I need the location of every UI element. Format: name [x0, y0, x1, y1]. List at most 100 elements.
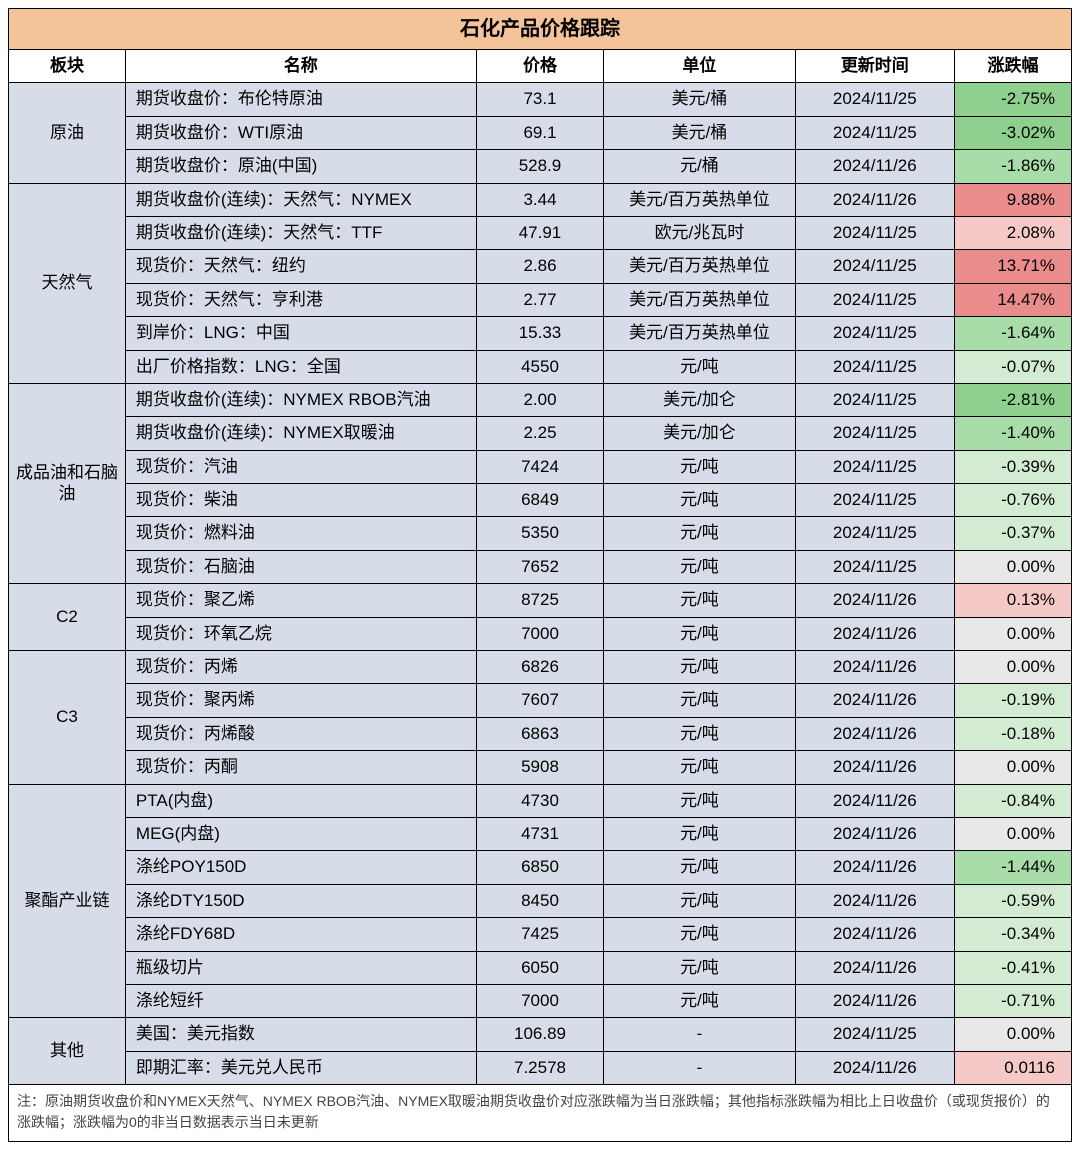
name-cell: MEG(内盘) [125, 817, 476, 850]
chg-cell: -0.71% [955, 984, 1072, 1017]
date-cell: 2024/11/26 [795, 717, 954, 750]
price-cell: 106.89 [476, 1018, 604, 1051]
unit-cell: 元/吨 [604, 651, 795, 684]
table-row: 现货价：天然气：亨利港2.77美元/百万英热单位2024/11/2514.47% [9, 283, 1072, 316]
table-row: 聚酯产业链PTA(内盘)4730元/吨2024/11/26-0.84% [9, 784, 1072, 817]
chg-cell: 0.00% [955, 751, 1072, 784]
price-cell: 7607 [476, 684, 604, 717]
sector-cell: 天然气 [9, 183, 126, 383]
unit-cell: 美元/百万英热单位 [604, 317, 795, 350]
col-date: 更新时间 [795, 50, 954, 83]
price-cell: 528.9 [476, 150, 604, 183]
chg-cell: -0.84% [955, 784, 1072, 817]
unit-cell: 元/吨 [604, 784, 795, 817]
price-cell: 8450 [476, 884, 604, 917]
chg-cell: -0.39% [955, 450, 1072, 483]
chg-cell: 0.13% [955, 584, 1072, 617]
name-cell: 现货价：环氧乙烷 [125, 617, 476, 650]
date-cell: 2024/11/26 [795, 651, 954, 684]
price-cell: 2.00 [476, 383, 604, 416]
name-cell: 现货价：汽油 [125, 450, 476, 483]
chg-cell: 0.00% [955, 817, 1072, 850]
unit-cell: 元/桶 [604, 150, 795, 183]
table-row: 涤纶FDY68D7425元/吨2024/11/26-0.34% [9, 918, 1072, 951]
table-row: 成品油和石脑油期货收盘价(连续)：NYMEX RBOB汽油2.00美元/加仑20… [9, 383, 1072, 416]
unit-cell: - [604, 1018, 795, 1051]
date-cell: 2024/11/26 [795, 784, 954, 817]
unit-cell: 元/吨 [604, 751, 795, 784]
sector-cell: C3 [9, 651, 126, 785]
chg-cell: -0.07% [955, 350, 1072, 383]
unit-cell: 美元/百万英热单位 [604, 283, 795, 316]
unit-cell: 欧元/兆瓦时 [604, 216, 795, 249]
name-cell: 现货价：丙烯 [125, 651, 476, 684]
name-cell: 期货收盘价(连续)：天然气：TTF [125, 216, 476, 249]
footnote: 注：原油期货收盘价和NYMEX天然气、NYMEX RBOB汽油、NYMEX取暖油… [8, 1085, 1072, 1142]
col-change: 涨跌幅 [955, 50, 1072, 83]
table-row: 现货价：聚丙烯7607元/吨2024/11/26-0.19% [9, 684, 1072, 717]
name-cell: 涤纶DTY150D [125, 884, 476, 917]
unit-cell: - [604, 1051, 795, 1084]
chg-cell: -2.75% [955, 83, 1072, 116]
chg-cell: 0.00% [955, 1018, 1072, 1051]
date-cell: 2024/11/25 [795, 383, 954, 416]
name-cell: 现货价：丙烯酸 [125, 717, 476, 750]
table-row: C2现货价：聚乙烯8725元/吨2024/11/260.13% [9, 584, 1072, 617]
chg-cell: 0.0116 [955, 1051, 1072, 1084]
table-row: 即期汇率：美元兑人民币7.2578-2024/11/260.0116 [9, 1051, 1072, 1084]
table-row: 现货价：天然气：纽约2.86美元/百万英热单位2024/11/2513.71% [9, 250, 1072, 283]
unit-cell: 元/吨 [604, 484, 795, 517]
date-cell: 2024/11/26 [795, 751, 954, 784]
col-sector: 板块 [9, 50, 126, 83]
chg-cell: -0.18% [955, 717, 1072, 750]
chg-cell: 0.00% [955, 550, 1072, 583]
unit-cell: 美元/桶 [604, 83, 795, 116]
date-cell: 2024/11/25 [795, 83, 954, 116]
unit-cell: 元/吨 [604, 617, 795, 650]
unit-cell: 美元/桶 [604, 116, 795, 149]
name-cell: 现货价：天然气：亨利港 [125, 283, 476, 316]
chg-cell: 0.00% [955, 651, 1072, 684]
chg-cell: -0.19% [955, 684, 1072, 717]
unit-cell: 元/吨 [604, 350, 795, 383]
table-row: 现货价：柴油6849元/吨2024/11/25-0.76% [9, 484, 1072, 517]
table-row: MEG(内盘)4731元/吨2024/11/260.00% [9, 817, 1072, 850]
date-cell: 2024/11/26 [795, 884, 954, 917]
table-row: C3现货价：丙烯6826元/吨2024/11/260.00% [9, 651, 1072, 684]
price-cell: 7000 [476, 984, 604, 1017]
table-row: 现货价：汽油7424元/吨2024/11/25-0.39% [9, 450, 1072, 483]
chg-cell: 13.71% [955, 250, 1072, 283]
table-row: 涤纶DTY150D8450元/吨2024/11/26-0.59% [9, 884, 1072, 917]
col-price: 价格 [476, 50, 604, 83]
price-cell: 5908 [476, 751, 604, 784]
date-cell: 2024/11/26 [795, 1051, 954, 1084]
price-cell: 4731 [476, 817, 604, 850]
name-cell: 现货价：聚丙烯 [125, 684, 476, 717]
date-cell: 2024/11/25 [795, 484, 954, 517]
name-cell: 现货价：聚乙烯 [125, 584, 476, 617]
unit-cell: 美元/百万英热单位 [604, 250, 795, 283]
name-cell: 瓶级切片 [125, 951, 476, 984]
date-cell: 2024/11/26 [795, 951, 954, 984]
price-cell: 73.1 [476, 83, 604, 116]
name-cell: 期货收盘价：WTI原油 [125, 116, 476, 149]
name-cell: 即期汇率：美元兑人民币 [125, 1051, 476, 1084]
unit-cell: 元/吨 [604, 550, 795, 583]
price-cell: 6050 [476, 951, 604, 984]
sector-cell: 成品油和石脑油 [9, 383, 126, 583]
name-cell: 期货收盘价(连续)：天然气：NYMEX [125, 183, 476, 216]
table-row: 期货收盘价(连续)：天然气：TTF47.91欧元/兆瓦时2024/11/252.… [9, 216, 1072, 249]
date-cell: 2024/11/26 [795, 984, 954, 1017]
price-cell: 7425 [476, 918, 604, 951]
sector-cell: 聚酯产业链 [9, 784, 126, 1018]
name-cell: 涤纶FDY68D [125, 918, 476, 951]
price-cell: 4550 [476, 350, 604, 383]
table-row: 现货价：燃料油5350元/吨2024/11/25-0.37% [9, 517, 1072, 550]
price-cell: 3.44 [476, 183, 604, 216]
table-row: 期货收盘价：原油(中国)528.9元/桶2024/11/26-1.86% [9, 150, 1072, 183]
date-cell: 2024/11/26 [795, 150, 954, 183]
name-cell: 出厂价格指数：LNG：全国 [125, 350, 476, 383]
name-cell: 涤纶短纤 [125, 984, 476, 1017]
name-cell: 期货收盘价：布伦特原油 [125, 83, 476, 116]
chg-cell: -0.59% [955, 884, 1072, 917]
